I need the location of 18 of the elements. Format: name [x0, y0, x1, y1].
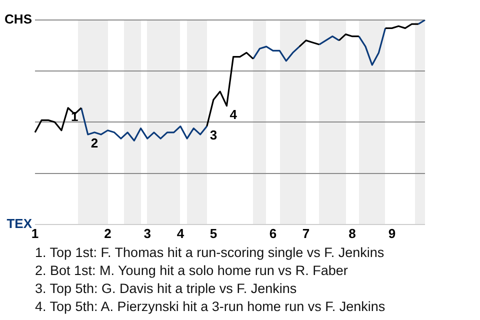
- annotation: 3: [210, 127, 218, 142]
- text: 2. Bot 1st: M. Young hit a solo home run vs R. Faber: [35, 262, 349, 280]
- annotation: 2: [90, 136, 98, 151]
- x-tick-label: 9: [388, 226, 396, 241]
- x-tick-label: 7: [302, 226, 310, 241]
- text: 4. Top 5th: A. Pierzynski hit a 3-run home run vs F. Jenkins: [35, 298, 386, 316]
- text: 3. Top 5th: G. Davis hit a triple vs F. Jenkins: [35, 280, 298, 298]
- x-tick-label: 5: [210, 226, 218, 241]
- x-tick-label: 4: [176, 226, 185, 241]
- text: 1. Top 1st: F. Thomas hit a run-scoring single vs F. Jenkins: [35, 244, 386, 262]
- text: CHS: [4, 12, 32, 27]
- x-tick-label: 1: [31, 226, 39, 241]
- annotation: 4: [230, 106, 238, 122]
- text: TEX: [6, 216, 32, 231]
- x-tick-label: 2: [104, 226, 112, 241]
- x-tick-label: 8: [348, 226, 356, 241]
- x-tick-label: 3: [144, 226, 151, 241]
- x-tick-label: 6: [269, 226, 277, 241]
